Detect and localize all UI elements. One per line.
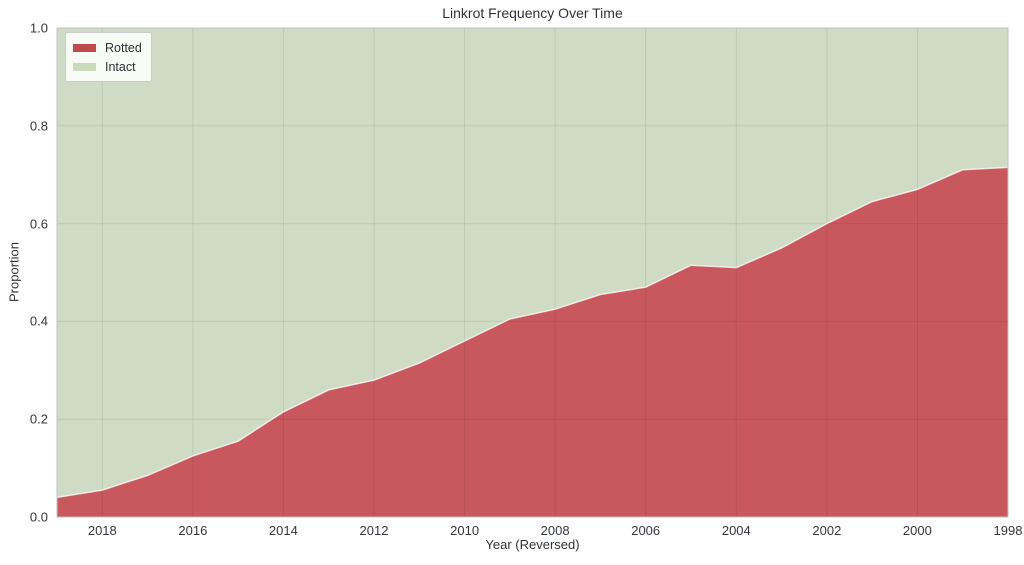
y-tick-label: 0.4 xyxy=(29,313,48,329)
stack-boundary-line xyxy=(56,166,1009,499)
legend-item-intact: Intact xyxy=(73,57,142,76)
legend-item-rotted: Rotted xyxy=(73,38,142,57)
x-axis-label: Year (Reversed) xyxy=(485,537,580,552)
x-tick-label: 2004 xyxy=(721,523,751,538)
rotted-area xyxy=(57,167,1008,517)
x-tick-label: 2018 xyxy=(87,523,117,538)
y-tick-label: 0.0 xyxy=(29,509,48,525)
legend-label: Intact xyxy=(105,59,136,74)
intact-area xyxy=(57,28,1008,498)
y-tick-label: 0.6 xyxy=(29,216,48,232)
x-tick-label: 2016 xyxy=(178,523,208,538)
x-tick-label: 1998 xyxy=(993,523,1023,538)
y-tick-label: 0.8 xyxy=(29,118,48,134)
x-tick-label: 2014 xyxy=(268,523,298,538)
x-tick-label: 2006 xyxy=(631,523,661,538)
axes-spines xyxy=(56,27,1009,518)
x-tick-label: 2010 xyxy=(450,523,480,538)
legend-label: Rotted xyxy=(105,40,142,55)
y-tick-label: 0.2 xyxy=(29,411,48,427)
y-tick-label: 1.0 xyxy=(29,20,48,36)
x-tick-label: 2008 xyxy=(540,523,570,538)
x-tick-label: 2002 xyxy=(812,523,842,538)
x-tick-label: 2012 xyxy=(359,523,389,538)
chart-title: Linkrot Frequency Over Time xyxy=(442,5,623,21)
x-tick-label: 2000 xyxy=(902,523,932,538)
legend: Rotted Intact xyxy=(65,32,152,82)
intact-swatch-icon xyxy=(73,62,96,71)
rotted-swatch-icon xyxy=(73,43,96,52)
